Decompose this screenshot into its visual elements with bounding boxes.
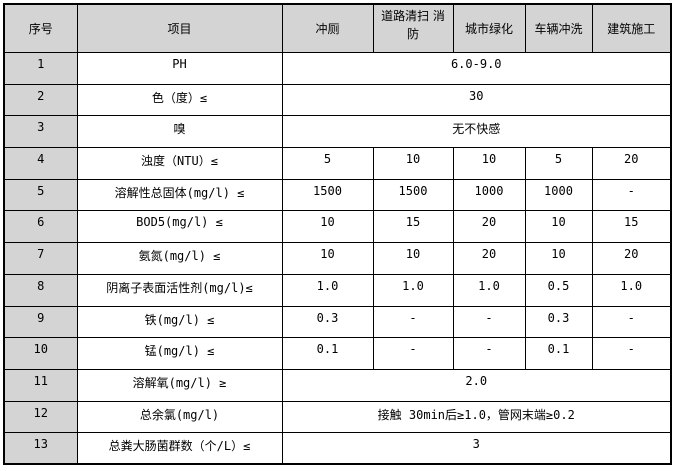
- table-row: 2 色（度）≤ 30: [3, 83, 672, 117]
- row-seq: 9: [3, 305, 78, 339]
- row-item: 氨氮(mg/l) ≤: [76, 242, 283, 275]
- row-item: 总余氯(mg/l): [76, 400, 283, 434]
- row-value: 0.3: [281, 305, 374, 339]
- row-seq: 5: [3, 178, 78, 212]
- row-value: -: [452, 337, 526, 370]
- table-row: 8 阴离子表面活性剂(mg/l)≤ 1.0 1.0 1.0 0.5 1.0: [3, 273, 672, 307]
- row-item: 色（度）≤: [76, 83, 283, 117]
- header-item: 项目: [76, 3, 283, 53]
- table-row: 9 铁(mg/l) ≤0.3- -0.3-: [3, 305, 672, 339]
- row-value: 0.5: [524, 273, 593, 307]
- water-quality-table: 序号 项目 冲厕 道路清扫 消防 城市绿化 车辆冲洗 建筑施工 1 PH 6.0-9…: [3, 3, 672, 466]
- header-greening: 城市绿化: [452, 3, 526, 53]
- row-value: 10: [524, 210, 593, 244]
- row-item: 总粪大肠菌群数（个/L）≤: [76, 432, 283, 465]
- row-item: 溶解性总固体(mg/l) ≤: [76, 178, 283, 212]
- row-value: 1000: [452, 178, 526, 212]
- table-row: 13 总粪大肠菌群数（个/L）≤ 3: [3, 432, 672, 465]
- table-row: 5 溶解性总固体(mg/l) ≤1500 1500 1000 1000-: [3, 178, 672, 212]
- table-row: 3 嗅无不快感: [3, 115, 672, 149]
- row-value: 5: [524, 147, 593, 180]
- table-row: 7 氨氮(mg/l) ≤10 10 20 10 20: [3, 242, 672, 275]
- table-row: 10 锰(mg/l) ≤0.1- -0.1-: [3, 337, 672, 370]
- row-seq: 8: [3, 273, 78, 307]
- row-value: 20: [452, 210, 526, 244]
- row-value: 10: [372, 242, 454, 275]
- row-item: BOD5(mg/l) ≤: [76, 210, 283, 244]
- row-value: 20: [591, 242, 672, 275]
- row-value: 20: [452, 242, 526, 275]
- row-seq: 3: [3, 115, 78, 149]
- row-seq: 13: [3, 432, 78, 465]
- row-value: 0.1: [281, 337, 374, 370]
- row-value: 10: [281, 242, 374, 275]
- row-item: 溶解氧(mg/l) ≥: [76, 368, 283, 402]
- row-merged-value: 无不快感: [281, 115, 672, 149]
- row-value: 20: [591, 147, 672, 180]
- row-value: 5: [281, 147, 374, 180]
- row-value: 10: [524, 242, 593, 275]
- row-value: 1500: [281, 178, 374, 212]
- row-value: 1.0: [452, 273, 526, 307]
- row-seq: 12: [3, 400, 78, 434]
- row-seq: 2: [3, 83, 78, 117]
- row-value: 1.0: [372, 273, 454, 307]
- row-seq: 11: [3, 368, 78, 402]
- row-value: 15: [372, 210, 454, 244]
- row-merged-value: 3: [281, 432, 672, 465]
- row-value: -: [591, 305, 672, 339]
- row-value: 10: [372, 147, 454, 180]
- row-value: 1.0: [591, 273, 672, 307]
- table-row: 11 溶解氧(mg/l) ≥2.0: [3, 368, 672, 402]
- row-value: 1000: [524, 178, 593, 212]
- row-merged-value: 2.0: [281, 368, 672, 402]
- row-merged-value: 6.0-9.0: [281, 52, 672, 85]
- row-item: 铁(mg/l) ≤: [76, 305, 283, 339]
- row-value: 10: [452, 147, 526, 180]
- header-vehicle-wash: 车辆冲洗: [524, 3, 593, 53]
- row-value: 1500: [372, 178, 454, 212]
- row-value: -: [372, 337, 454, 370]
- row-value: -: [591, 337, 672, 370]
- row-seq: 6: [3, 210, 78, 244]
- row-value: 15: [591, 210, 672, 244]
- table-row: 4 浊度（NTU）≤ 5 10 10 5 20: [3, 147, 672, 180]
- row-value: 0.3: [524, 305, 593, 339]
- row-item: PH: [76, 52, 283, 85]
- row-value: 0.1: [524, 337, 593, 370]
- row-value: 10: [281, 210, 374, 244]
- row-merged-value: 接触 30min后≥1.0，管网末端≥0.2: [281, 400, 672, 434]
- row-value: -: [452, 305, 526, 339]
- row-seq: 4: [3, 147, 78, 180]
- row-value: 1.0: [281, 273, 374, 307]
- row-value: -: [372, 305, 454, 339]
- row-seq: 1: [3, 52, 78, 85]
- row-value: -: [591, 178, 672, 212]
- row-item: 锰(mg/l) ≤: [76, 337, 283, 370]
- header-road-cleaning: 道路清扫 消防: [372, 3, 454, 53]
- row-item: 阴离子表面活性剂(mg/l)≤: [76, 273, 283, 307]
- row-seq: 10: [3, 337, 78, 370]
- row-seq: 7: [3, 242, 78, 275]
- table-row: 1 PH 6.0-9.0: [3, 52, 672, 85]
- table-row: 6 BOD5(mg/l) ≤10 15 20 10 15: [3, 210, 672, 244]
- row-item: 浊度（NTU）≤: [76, 147, 283, 180]
- header-toilet: 冲厕: [281, 3, 374, 53]
- header-row: 序号 项目 冲厕 道路清扫 消防 城市绿化 车辆冲洗 建筑施工: [3, 3, 672, 53]
- header-seq: 序号: [3, 3, 78, 53]
- row-item: 嗅: [76, 115, 283, 149]
- header-construction: 建筑施工: [591, 3, 672, 53]
- row-merged-value: 30: [281, 83, 672, 117]
- table-row: 12 总余氯(mg/l) 接触 30min后≥1.0，管网末端≥0.2: [3, 400, 672, 434]
